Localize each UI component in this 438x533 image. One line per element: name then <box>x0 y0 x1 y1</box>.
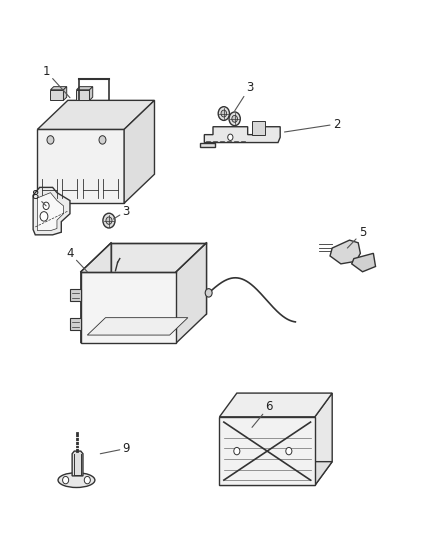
Polygon shape <box>176 243 206 343</box>
Polygon shape <box>351 253 374 272</box>
Text: 6: 6 <box>251 400 272 427</box>
Circle shape <box>218 107 229 120</box>
Text: 2: 2 <box>284 118 339 132</box>
Circle shape <box>285 447 291 455</box>
Polygon shape <box>89 87 92 100</box>
Circle shape <box>99 136 106 144</box>
Circle shape <box>229 112 240 126</box>
Polygon shape <box>70 289 81 301</box>
Circle shape <box>102 213 115 228</box>
Polygon shape <box>219 417 314 486</box>
Ellipse shape <box>58 473 95 488</box>
Circle shape <box>220 110 226 117</box>
Polygon shape <box>81 272 176 343</box>
Circle shape <box>227 134 233 140</box>
Circle shape <box>63 477 68 484</box>
Polygon shape <box>219 393 332 417</box>
Polygon shape <box>219 462 332 486</box>
Polygon shape <box>76 87 92 90</box>
Text: 1: 1 <box>42 65 70 98</box>
Circle shape <box>84 477 90 484</box>
Polygon shape <box>87 318 187 335</box>
Circle shape <box>40 212 48 221</box>
Text: 8: 8 <box>32 189 46 206</box>
Polygon shape <box>76 90 89 100</box>
Polygon shape <box>81 243 111 343</box>
Polygon shape <box>37 130 124 203</box>
Polygon shape <box>37 192 64 231</box>
Polygon shape <box>72 451 83 476</box>
Text: 3: 3 <box>113 205 130 219</box>
Circle shape <box>43 202 49 209</box>
Polygon shape <box>33 188 70 235</box>
Polygon shape <box>64 87 67 100</box>
Polygon shape <box>314 393 332 486</box>
Circle shape <box>231 115 237 122</box>
Polygon shape <box>124 100 154 203</box>
Circle shape <box>205 289 212 297</box>
Circle shape <box>47 136 54 144</box>
Text: 4: 4 <box>66 247 87 272</box>
Polygon shape <box>37 100 154 130</box>
Text: 9: 9 <box>100 442 130 455</box>
Polygon shape <box>50 87 67 90</box>
Circle shape <box>106 217 112 224</box>
Text: 3: 3 <box>234 80 253 111</box>
Polygon shape <box>251 122 265 135</box>
Polygon shape <box>111 243 206 314</box>
Polygon shape <box>204 127 279 142</box>
Polygon shape <box>329 240 360 264</box>
Text: 5: 5 <box>346 225 365 248</box>
Polygon shape <box>50 90 64 100</box>
Polygon shape <box>70 318 81 330</box>
Polygon shape <box>200 142 215 147</box>
Circle shape <box>233 447 239 455</box>
